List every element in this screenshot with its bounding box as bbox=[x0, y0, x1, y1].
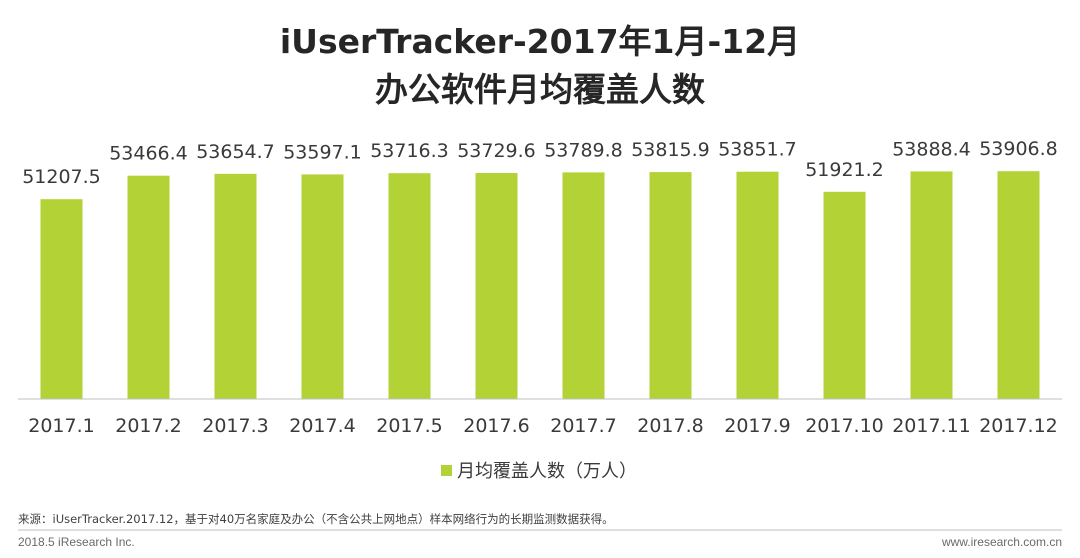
x-tick-2017.1: 2017.1 bbox=[28, 415, 94, 437]
value-label-2017.8: 53815.9 bbox=[631, 139, 710, 161]
x-tick-2017.3: 2017.3 bbox=[202, 415, 268, 437]
value-label-2017.7: 53789.8 bbox=[544, 139, 623, 161]
legend-label: 月均覆盖人数（万人） bbox=[457, 461, 637, 482]
x-tick-2017.2: 2017.2 bbox=[115, 415, 181, 437]
bar-2017.12 bbox=[997, 171, 1040, 399]
legend-swatch bbox=[441, 465, 452, 476]
bar-2017.9 bbox=[736, 171, 779, 399]
x-tick-2017.5: 2017.5 bbox=[376, 415, 442, 437]
value-label-2017.4: 53597.1 bbox=[283, 141, 362, 163]
bar-2017.6 bbox=[475, 173, 518, 399]
value-label-2017.12: 53906.8 bbox=[979, 138, 1058, 160]
x-tick-2017.4: 2017.4 bbox=[289, 415, 355, 437]
bar-2017.4 bbox=[301, 174, 344, 399]
bar-2017.3 bbox=[214, 173, 257, 399]
value-label-2017.2: 53466.4 bbox=[109, 143, 188, 165]
x-tick-labels-group: 2017.1 2017.2 2017.3 2017.4 2017.5 2017.6 2017… bbox=[28, 415, 1058, 437]
x-tick-2017.6: 2017.6 bbox=[463, 415, 529, 437]
bars-group bbox=[40, 171, 1040, 399]
value-label-2017.1: 51207.5 bbox=[22, 166, 101, 188]
footer-copyright: 2018.5 iResearch Inc. bbox=[18, 535, 135, 549]
value-label-2017.3: 53654.7 bbox=[196, 141, 275, 163]
value-label-2017.9: 53851.7 bbox=[718, 139, 797, 161]
bar-2017.11 bbox=[910, 171, 953, 399]
value-label-2017.11: 53888.4 bbox=[892, 138, 971, 160]
bar-2017.2 bbox=[127, 175, 170, 399]
bar-2017.5 bbox=[388, 173, 431, 399]
value-label-2017.6: 53729.6 bbox=[457, 140, 536, 162]
chart-title-line2: 办公软件月均覆盖人数 bbox=[375, 70, 706, 109]
x-tick-2017.11: 2017.11 bbox=[892, 415, 971, 437]
value-label-2017.5: 53716.3 bbox=[370, 140, 449, 162]
x-tick-2017.7: 2017.7 bbox=[550, 415, 616, 437]
x-tick-2017.9: 2017.9 bbox=[724, 415, 790, 437]
chart-title-line1: iUserTracker-2017年1月-12月 bbox=[280, 22, 800, 61]
bar-2017.10 bbox=[823, 191, 866, 399]
bar-2017.7 bbox=[562, 172, 605, 399]
value-labels-group: 51207.5 53466.4 53654.7 53597.1 53716.3 53729… bbox=[22, 138, 1058, 188]
x-tick-2017.10: 2017.10 bbox=[805, 415, 884, 437]
x-tick-2017.12: 2017.12 bbox=[979, 415, 1058, 437]
source-note: 来源：iUserTracker.2017.12，基于对40万名家庭及办公（不含公… bbox=[18, 512, 614, 526]
bar-2017.8 bbox=[649, 172, 692, 399]
bar-2017.1 bbox=[40, 199, 83, 399]
footer-website: www.iresearch.com.cn bbox=[941, 535, 1062, 549]
value-label-2017.10: 51921.2 bbox=[805, 159, 884, 181]
x-tick-2017.8: 2017.8 bbox=[637, 415, 703, 437]
